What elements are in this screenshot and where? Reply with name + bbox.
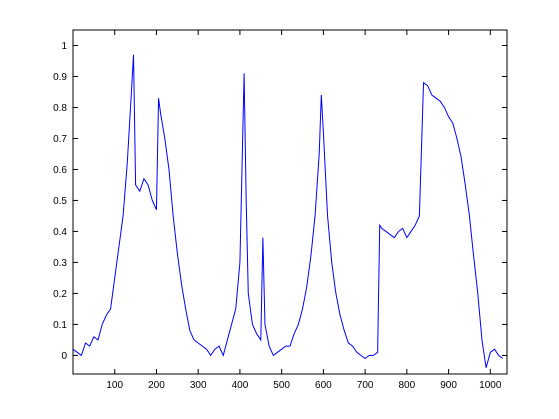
y-tick-label: 0.1 bbox=[53, 320, 67, 331]
x-tick-label: 900 bbox=[440, 380, 457, 391]
x-tick-label: 700 bbox=[357, 380, 374, 391]
x-tick-label: 1000 bbox=[479, 380, 502, 391]
y-tick-label: 0.7 bbox=[53, 134, 67, 145]
x-tick-label: 400 bbox=[232, 380, 249, 391]
y-tick-label: 0 bbox=[61, 351, 67, 362]
y-tick-label: 0.3 bbox=[53, 258, 67, 269]
y-tick-label: 0.5 bbox=[53, 196, 67, 207]
y-tick-label: 0.2 bbox=[53, 289, 67, 300]
y-tick-label: 0.9 bbox=[53, 72, 67, 83]
y-tick-label: 0.8 bbox=[53, 103, 67, 114]
y-tick-label: 1 bbox=[61, 41, 67, 52]
x-tick-label: 300 bbox=[190, 380, 207, 391]
y-tick-label: 0.6 bbox=[53, 165, 67, 176]
y-tick-label: 0.4 bbox=[53, 227, 67, 238]
x-tick-label: 500 bbox=[273, 380, 290, 391]
x-tick-label: 800 bbox=[399, 380, 416, 391]
plot-box bbox=[72, 29, 508, 375]
x-tick-label: 200 bbox=[148, 380, 165, 391]
x-tick-label: 100 bbox=[106, 380, 123, 391]
x-tick-label: 600 bbox=[315, 380, 332, 391]
data-line bbox=[72, 54, 504, 368]
